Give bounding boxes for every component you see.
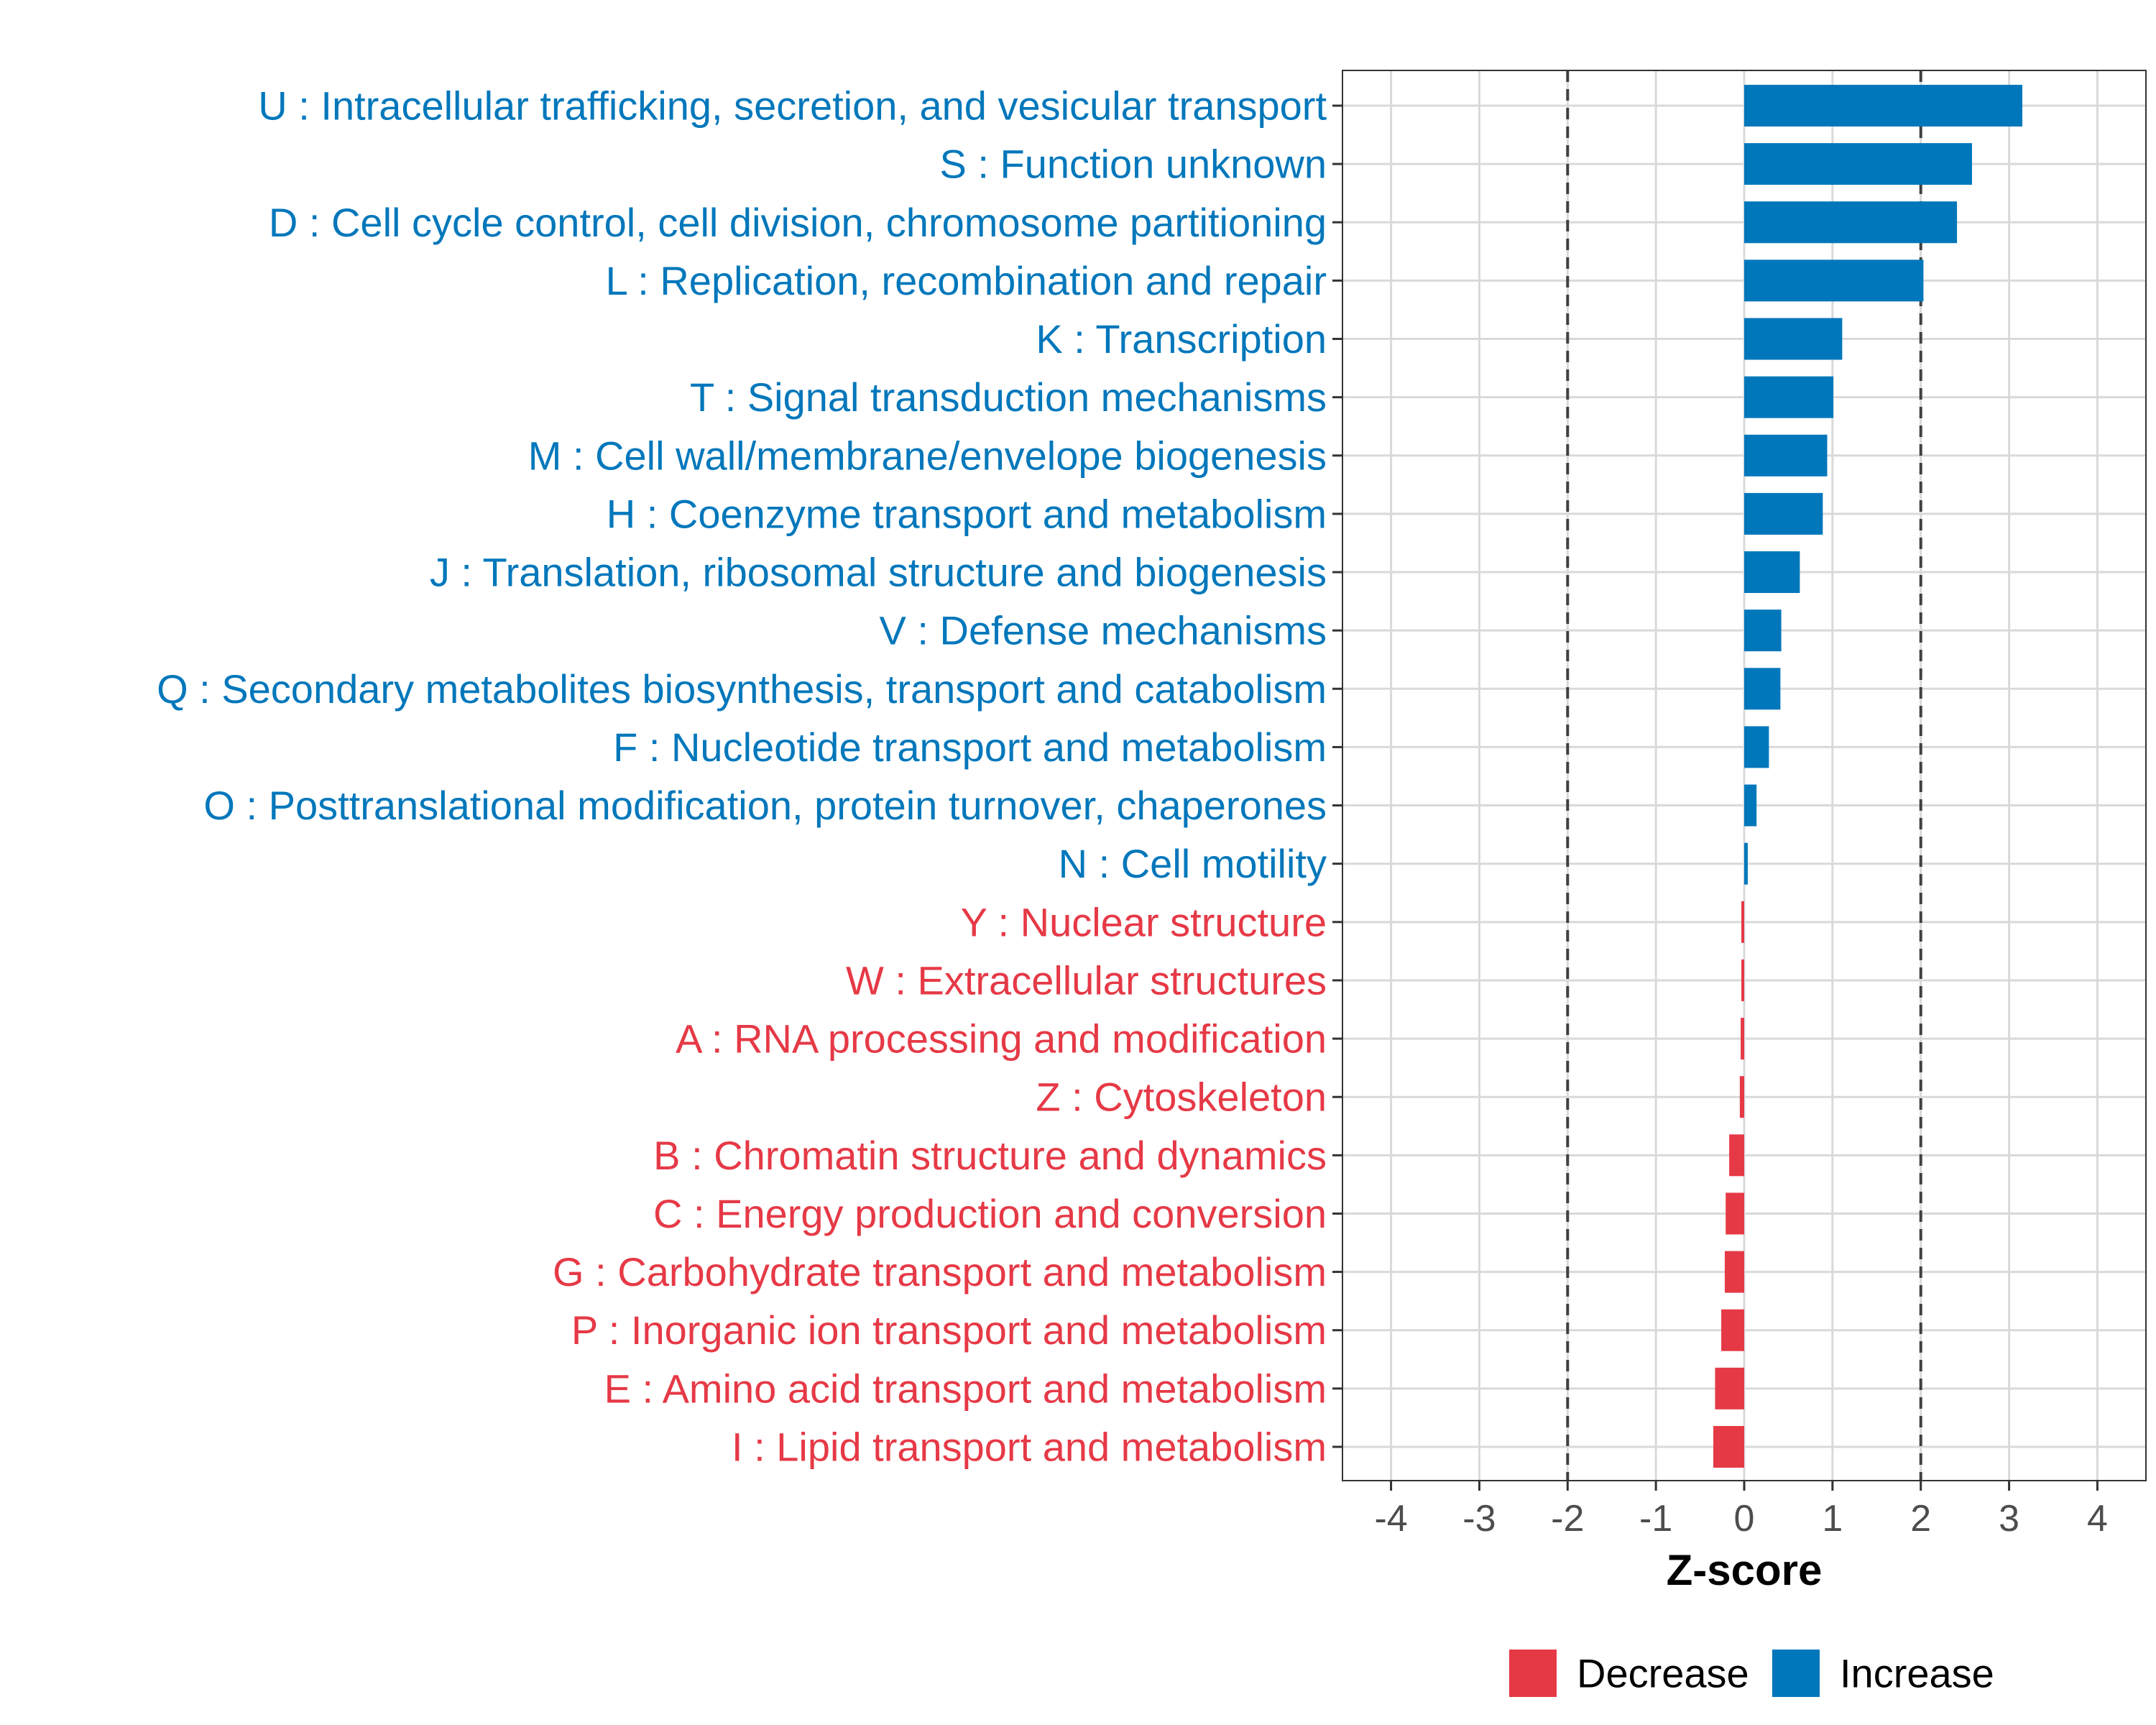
category-label: Y : Nuclear structure: [961, 899, 1327, 944]
category-label: O : Posttranslational modification, prot…: [203, 783, 1327, 828]
bar: [1741, 901, 1744, 943]
category-label: M : Cell wall/membrane/envelope biogenes…: [528, 433, 1327, 478]
bar: [1744, 85, 2022, 126]
bar: [1744, 551, 1800, 594]
bar: [1744, 201, 1958, 244]
bar: [1744, 143, 1972, 185]
bar: [1744, 784, 1757, 827]
category-label: C : Energy production and conversion: [653, 1191, 1327, 1236]
category-label: E : Amino acid transport and metabolism: [604, 1366, 1327, 1411]
x-tick-label: 4: [2087, 1498, 2108, 1540]
x-tick-label: -1: [1639, 1498, 1672, 1540]
bar: [1744, 259, 1924, 302]
x-axis: -4 -3 -2 -1 0 1 2 3 4: [1374, 1481, 2108, 1540]
category-label: U : Intracellular trafficking, secretion…: [258, 83, 1327, 129]
x-tick-label: 2: [1910, 1498, 1931, 1540]
x-tick-label: -3: [1462, 1498, 1496, 1540]
bar: [1739, 1076, 1744, 1118]
legend-label: Decrease: [1577, 1651, 1749, 1696]
bar: [1744, 668, 1781, 710]
category-label: P : Inorganic ion transport and metaboli…: [571, 1307, 1327, 1353]
bar: [1713, 1425, 1744, 1468]
bar: [1744, 434, 1828, 477]
x-tick-label: 0: [1734, 1498, 1755, 1540]
legend: Decrease Increase: [1509, 1650, 1994, 1697]
category-label: N : Cell motility: [1059, 841, 1327, 886]
x-tick-label: -4: [1374, 1498, 1407, 1540]
bar: [1715, 1367, 1744, 1409]
bar: [1726, 1192, 1744, 1235]
category-label: A : RNA processing and modification: [676, 1016, 1327, 1062]
bar: [1744, 318, 1843, 360]
x-tick-label: -2: [1551, 1498, 1584, 1540]
bars: [1713, 85, 2022, 1468]
category-label: S : Function unknown: [939, 142, 1327, 187]
y-axis: U : Intracellular trafficking, secretion…: [157, 83, 1342, 1469]
category-label: W : Extracellular structures: [846, 957, 1327, 1003]
category-label: J : Translation, ribosomal structure and…: [430, 550, 1327, 595]
bar: [1741, 959, 1744, 1001]
x-axis-title: Z-score: [1667, 1546, 1823, 1594]
category-label: B : Chromatin structure and dynamics: [653, 1133, 1327, 1178]
category-label: L : Replication, recombination and repai…: [606, 258, 1327, 303]
bar: [1741, 1018, 1744, 1060]
legend-swatch: [1509, 1650, 1557, 1697]
legend-swatch: [1772, 1650, 1820, 1697]
reference-lines: [1566, 70, 1922, 1481]
category-label: G : Carbohydrate transport and metabolis…: [553, 1249, 1327, 1294]
bar: [1744, 610, 1782, 652]
category-label: I : Lipid transport and metabolism: [732, 1424, 1327, 1469]
bar: [1729, 1134, 1744, 1177]
category-label: T : Signal transduction mechanisms: [690, 374, 1327, 420]
bar: [1744, 492, 1823, 535]
category-label: D : Cell cycle control, cell division, c…: [269, 200, 1327, 245]
bar: [1744, 726, 1769, 768]
category-label: Q : Secondary metabolites biosynthesis, …: [157, 666, 1327, 712]
legend-label: Increase: [1840, 1651, 1994, 1696]
bar: [1744, 376, 1834, 418]
x-tick-label: 3: [1999, 1498, 2019, 1540]
category-label: H : Coenzyme transport and metabolism: [607, 491, 1327, 536]
category-label: F : Nucleotide transport and metabolism: [613, 724, 1327, 770]
x-tick-label: 1: [1822, 1498, 1843, 1540]
bar: [1744, 842, 1748, 885]
category-label: Z : Cytoskeleton: [1036, 1075, 1327, 1120]
bar: [1724, 1251, 1744, 1293]
category-label: V : Defense mechanisms: [880, 608, 1327, 653]
bar: [1721, 1309, 1744, 1351]
category-label: K : Transcription: [1036, 316, 1327, 362]
